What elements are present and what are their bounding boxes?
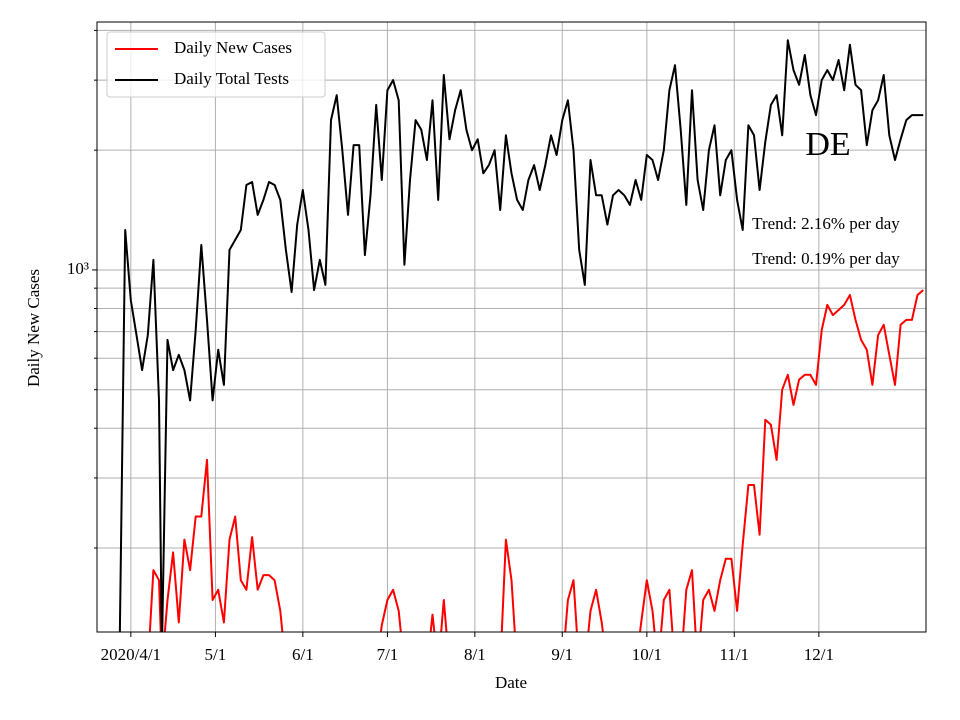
legend-box bbox=[106, 31, 326, 98]
y-tick-label: 10³ bbox=[67, 259, 89, 278]
x-tick-label: 7/1 bbox=[377, 645, 399, 664]
series-line bbox=[118, 39, 924, 632]
x-tick-label: 10/1 bbox=[632, 645, 662, 664]
x-axis-label: Date bbox=[495, 673, 527, 692]
plot-frame bbox=[96, 21, 927, 633]
x-tick-label: 6/1 bbox=[292, 645, 314, 664]
x-tick-label: 11/1 bbox=[719, 645, 749, 664]
grid bbox=[97, 22, 926, 632]
plot-lines bbox=[118, 39, 924, 632]
x-tick-label: 8/1 bbox=[464, 645, 486, 664]
ticks: 2020/4/1 5/1 6/1 7/1 8/1 9/1 10/1 11/1 12/1 10³ bbox=[67, 29, 834, 664]
legend-label: Daily New Cases bbox=[174, 38, 292, 57]
x-tick-label: 9/1 bbox=[551, 645, 573, 664]
chart-title: DE bbox=[805, 126, 850, 163]
legend: Daily New Cases Daily Total Tests bbox=[106, 31, 326, 98]
x-tick-label: 5/1 bbox=[205, 645, 227, 664]
annotation: Trend: 2.16% per day bbox=[752, 214, 900, 233]
y-axis-label: Daily New Cases bbox=[24, 269, 43, 387]
x-tick-label: 2020/4/1 bbox=[101, 645, 161, 664]
x-tick-label: 12/1 bbox=[804, 645, 834, 664]
annotation: Trend: 0.19% per day bbox=[752, 249, 900, 268]
series-line bbox=[148, 289, 924, 632]
legend-label: Daily Total Tests bbox=[174, 69, 289, 88]
